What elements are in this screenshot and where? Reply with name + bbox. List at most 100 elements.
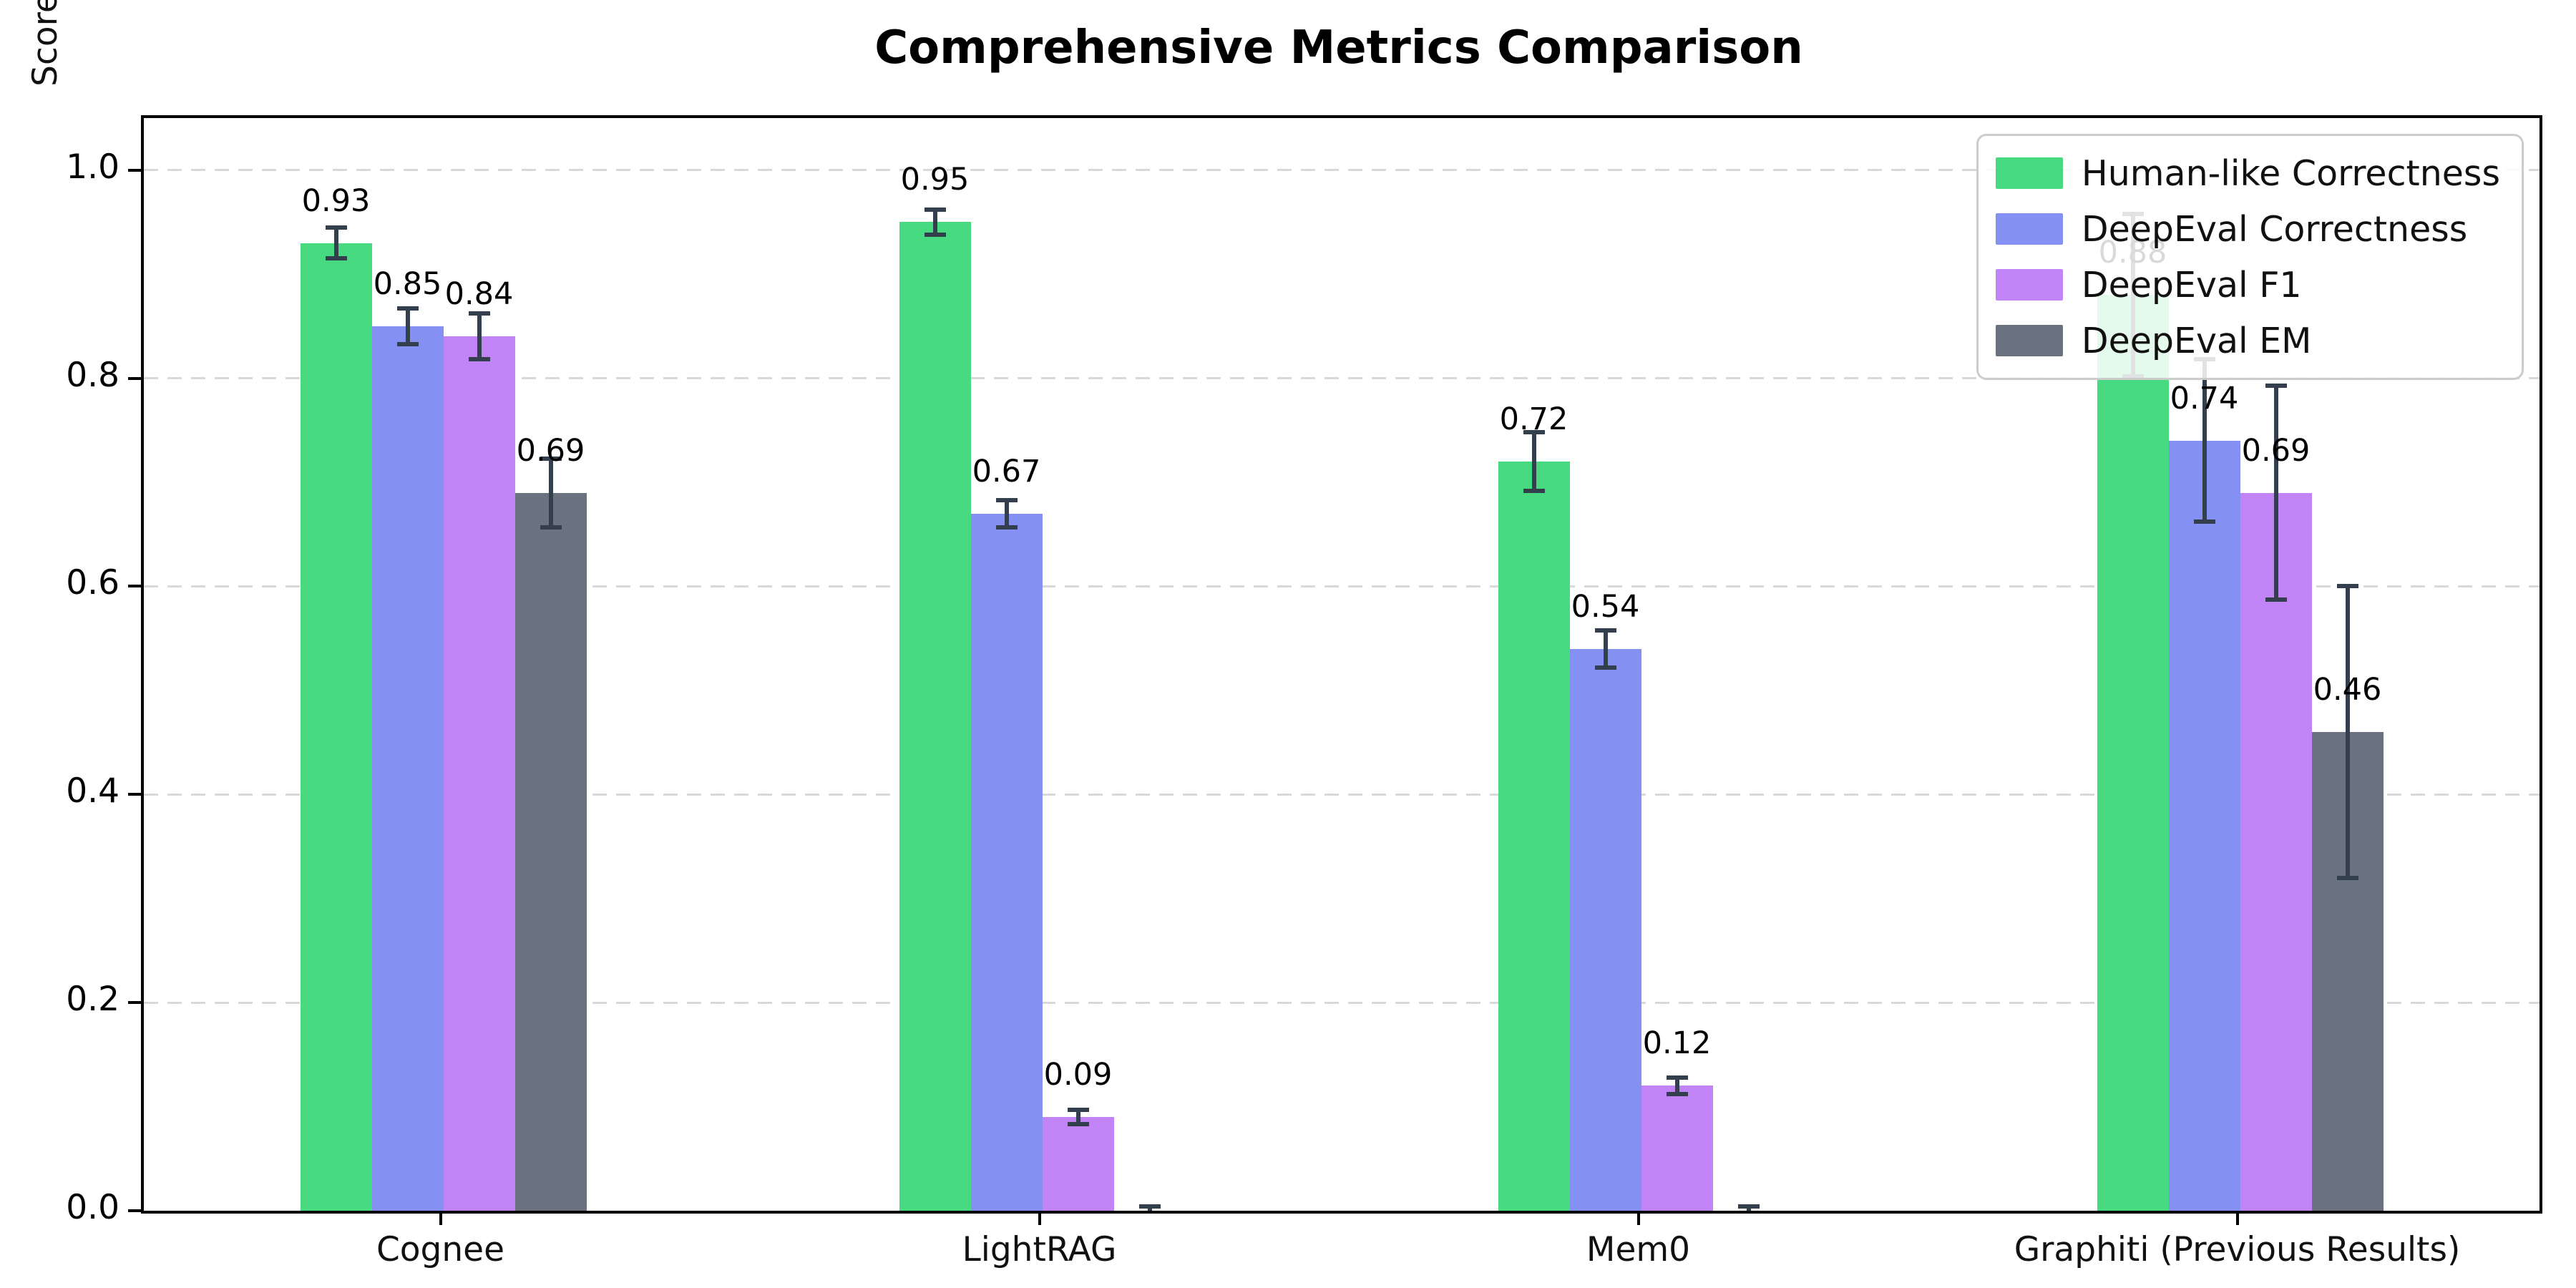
bar-value-label: 0.95 — [900, 162, 970, 198]
error-bar-line — [2202, 359, 2207, 522]
bar-4-1 — [514, 492, 587, 1211]
error-bar-cap-top — [924, 207, 946, 212]
y-tick-label: 1.0 — [66, 147, 119, 187]
bar-2-2 — [970, 513, 1043, 1211]
legend-label: Human-like Correctness — [2081, 152, 2500, 194]
bar-3-2 — [1042, 1117, 1114, 1211]
x-tick-label-3: Mem0 — [1586, 1230, 1691, 1269]
error-bar-line — [477, 313, 482, 360]
y-tick-label: 0.0 — [66, 1188, 119, 1227]
gridline-y-0.8 — [144, 377, 2540, 380]
error-bar-cap-bottom — [1067, 1122, 1089, 1127]
error-bar-cap-top — [1594, 628, 1616, 633]
error-bar-line — [2345, 586, 2350, 878]
error-bar-cap-bottom — [1738, 1213, 1760, 1214]
y-tick-label: 0.4 — [66, 771, 119, 811]
legend-swatch — [1995, 325, 2063, 356]
gridline-y-0.4 — [144, 793, 2540, 796]
y-axis-title: Score — [25, 0, 65, 87]
error-bar-cap-bottom — [1666, 1092, 1688, 1097]
legend-swatch — [1995, 157, 2063, 189]
error-bar-line — [548, 458, 553, 527]
bar-value-label: 0.85 — [373, 265, 442, 302]
legend-item: DeepEval F1 — [1995, 262, 2500, 308]
legend-item: DeepEval EM — [1995, 318, 2500, 364]
bar-value-label: 0.12 — [1642, 1025, 1712, 1062]
bar-1-4 — [2097, 295, 2169, 1211]
x-tick-mark — [1636, 1211, 1640, 1225]
bar-value-label: 0.69 — [516, 432, 585, 469]
error-bar-cap-top — [2336, 584, 2358, 589]
error-bar-cap-bottom — [2265, 597, 2287, 602]
y-tick-label: 0.2 — [66, 980, 119, 1020]
bar-1-3 — [1498, 461, 1570, 1211]
bar-3-4 — [2240, 492, 2312, 1211]
bar-2-1 — [371, 326, 444, 1211]
y-tick-label: 0.6 — [66, 563, 119, 603]
x-tick-label-2: LightRAG — [962, 1230, 1117, 1269]
error-bar-cap-bottom — [325, 256, 347, 261]
error-bar-cap-bottom — [1594, 665, 1616, 670]
error-bar-cap-top — [1737, 1204, 1760, 1209]
gridline-y-1.0 — [144, 169, 2540, 172]
bar-value-label: 0.72 — [1499, 401, 1568, 437]
bar-1-2 — [899, 222, 971, 1211]
bar-value-label: 0.93 — [301, 182, 371, 219]
x-tick-mark — [1038, 1211, 1041, 1225]
error-bar-cap-bottom — [1139, 1213, 1161, 1214]
error-bar-cap-top — [396, 306, 419, 311]
x-tick-label-4: Graphiti (Previous Results) — [2014, 1230, 2461, 1269]
bar-value-label: 0.67 — [972, 453, 1041, 489]
y-tick-mark — [128, 585, 141, 588]
error-bar-cap-top — [1666, 1075, 1688, 1080]
error-bar-cap-top — [1138, 1204, 1161, 1209]
gridline-y-0.2 — [144, 1001, 2540, 1004]
error-bar-cap-bottom — [2193, 519, 2215, 525]
legend-label: DeepEval EM — [2081, 320, 2312, 361]
bar-value-label: 0.74 — [2170, 380, 2239, 416]
legend-label: DeepEval Correctness — [2081, 208, 2468, 250]
error-bar-cap-bottom — [995, 525, 1018, 530]
error-bar-cap-top — [995, 497, 1018, 502]
error-bar-cap-top — [1067, 1107, 1089, 1112]
error-bar-cap-bottom — [1523, 488, 1545, 493]
legend-label: DeepEval F1 — [2081, 264, 2302, 306]
error-bar-cap-top — [2265, 383, 2287, 388]
error-bar-line — [2273, 385, 2278, 600]
bar-1-1 — [300, 243, 372, 1211]
legend-item: DeepEval Correctness — [1995, 206, 2500, 252]
bar-value-label: 0.69 — [2241, 432, 2311, 469]
error-bar-line — [932, 209, 937, 235]
y-tick-mark — [128, 1001, 141, 1005]
error-bar-cap-bottom — [540, 525, 562, 530]
error-bar-line — [1004, 499, 1009, 527]
y-tick-mark — [128, 376, 141, 380]
error-bar-cap-bottom — [2336, 875, 2358, 880]
error-bar-line — [1603, 630, 1608, 668]
gridline-y-0.6 — [144, 585, 2540, 587]
plot-area: 0.930.950.720.880.850.670.540.740.840.09… — [141, 115, 2542, 1214]
error-bar-cap-bottom — [396, 341, 419, 346]
bar-3-3 — [1641, 1085, 1713, 1211]
legend: Human-like Correctness DeepEval Correctne… — [1976, 134, 2524, 380]
chart-title: Comprehensive Metrics Comparison — [874, 21, 1803, 74]
x-tick-mark — [439, 1211, 442, 1225]
error-bar-line — [1075, 1109, 1080, 1125]
bar-value-label: 0.09 — [1043, 1057, 1113, 1093]
error-bar-cap-top — [468, 311, 490, 316]
x-tick-label-1: Cognee — [376, 1230, 505, 1269]
y-tick-mark — [128, 168, 141, 172]
legend-item: Human-like Correctness — [1995, 150, 2500, 196]
error-bar-cap-top — [325, 225, 347, 230]
bar-2-3 — [1569, 648, 1641, 1211]
bar-3-1 — [443, 336, 515, 1211]
y-tick-mark — [128, 1209, 141, 1212]
error-bar-cap-top — [1523, 430, 1545, 435]
bar-value-label: 0.46 — [2313, 672, 2382, 708]
error-bar-cap-bottom — [468, 357, 490, 362]
legend-swatch — [1995, 213, 2063, 245]
error-bar-cap-bottom — [924, 232, 946, 237]
error-bar-line — [405, 308, 410, 344]
legend-swatch — [1995, 269, 2063, 301]
